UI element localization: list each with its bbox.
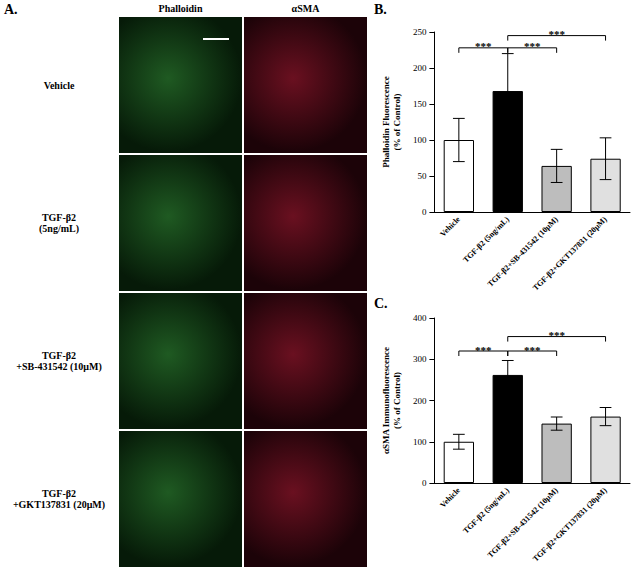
svg-text:TGF-β2 (5ng/mL): TGF-β2 (5ng/mL) — [461, 215, 511, 265]
html-text:Vehicle: Vehicle — [43, 79, 75, 91]
html-text:αSMA: αSMA — [291, 3, 320, 14]
svg-text:0: 0 — [422, 478, 427, 488]
svg-text:TGF-β2+SB-431542 (10μM): TGF-β2+SB-431542 (10μM) — [485, 214, 560, 289]
svg-text:TGF-β2+SB-431542 (10μM): TGF-β2+SB-431542 (10μM) — [485, 485, 560, 560]
svg-text:400: 400 — [413, 313, 427, 323]
svg-text:***: *** — [475, 344, 492, 356]
html-text:+GKT137831 (20μM): +GKT137831 (20μM) — [12, 499, 106, 510]
html-text:TGF-β2: TGF-β2 — [41, 350, 77, 361]
html-text:TGF-β2: TGF-β2 — [41, 212, 77, 223]
svg-text:B.: B. — [374, 2, 387, 17]
svg-text:Vehicle: Vehicle — [438, 485, 462, 509]
svg-text:***: *** — [548, 28, 565, 40]
svg-text:Phalloidin Fluorescence: Phalloidin Fluorescence — [381, 76, 391, 168]
svg-text:200: 200 — [413, 63, 427, 73]
svg-text:***: *** — [475, 40, 492, 52]
svg-text:0: 0 — [422, 207, 427, 217]
svg-text:***: *** — [548, 329, 565, 341]
svg-text:TGF-β2 (5ng/mL): TGF-β2 (5ng/mL) — [461, 486, 511, 536]
svg-text:250: 250 — [413, 27, 427, 37]
svg-text:(% of Control): (% of Control) — [392, 372, 402, 429]
svg-text:200: 200 — [413, 396, 427, 406]
svg-text:Vehicle: Vehicle — [438, 214, 462, 238]
svg-text:***: *** — [524, 344, 541, 356]
html-text:+SB-431542 (10μM): +SB-431542 (10μM) — [16, 361, 102, 372]
html-text:TGF-β2: TGF-β2 — [41, 488, 77, 499]
svg-text:300: 300 — [413, 354, 427, 364]
svg-text:50: 50 — [417, 171, 427, 181]
html-text:Phalloidin: Phalloidin — [158, 3, 203, 14]
html-text:(5ng/mL): (5ng/mL) — [39, 223, 79, 234]
svg-text:C.: C. — [374, 296, 388, 311]
html-text:A.: A. — [4, 2, 18, 17]
svg-text:100: 100 — [413, 135, 427, 145]
svg-text:TGF-β2+GKT137831 (20μM): TGF-β2+GKT137831 (20μM) — [531, 486, 609, 564]
svg-text:(% of Control): (% of Control) — [392, 94, 402, 151]
svg-text:TGF-β2+GKT137831 (20μM): TGF-β2+GKT137831 (20μM) — [531, 215, 609, 293]
svg-text:***: *** — [524, 40, 541, 52]
svg-text:αSMA Immunofluorescence: αSMA Immunofluorescence — [381, 347, 391, 454]
svg-text:100: 100 — [413, 437, 427, 447]
svg-text:150: 150 — [413, 99, 427, 109]
